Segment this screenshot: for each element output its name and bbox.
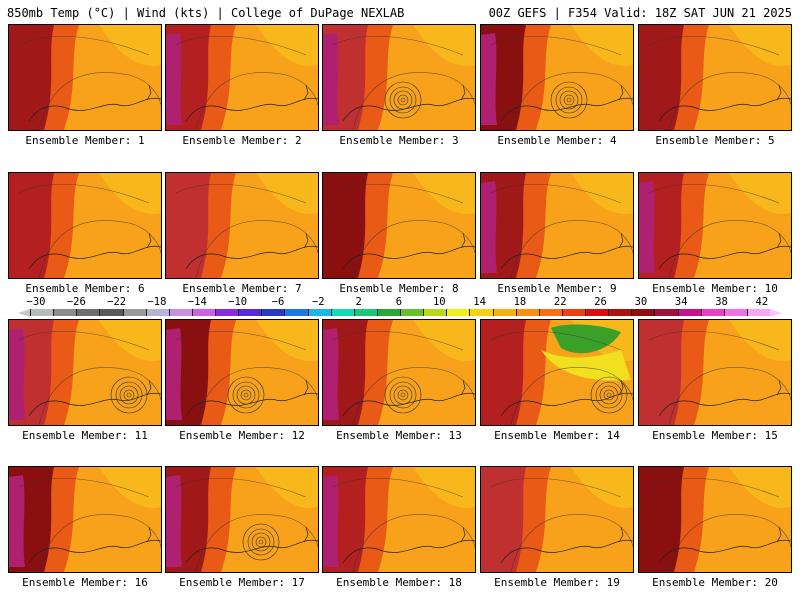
ensemble-member-label: Ensemble Member: 6	[25, 282, 145, 295]
colorbar-swatch	[677, 309, 701, 316]
colorbar-swatch	[515, 309, 539, 316]
colorbar-swatch	[423, 309, 447, 316]
ensemble-member-label: Ensemble Member: 7	[182, 282, 302, 295]
ensemble-member-map	[8, 172, 162, 279]
ensemble-member-map	[165, 466, 319, 573]
ensemble-member-map	[480, 172, 634, 279]
colorbar-swatch	[122, 309, 146, 316]
colorbar-tick-label: −14	[187, 296, 207, 308]
colorbar-swatch	[261, 309, 285, 316]
colorbar-swatch	[654, 309, 678, 316]
ensemble-member-label: Ensemble Member: 11	[22, 429, 148, 442]
ensemble-member-label: Ensemble Member: 10	[652, 282, 778, 295]
colorbar-tick-label: −6	[271, 296, 285, 308]
ensemble-member-label: Ensemble Member: 12	[179, 429, 305, 442]
colorbar-swatch	[608, 309, 632, 316]
ensemble-member-map	[322, 24, 476, 131]
colorbar-swatch	[585, 309, 609, 316]
ensemble-member-label: Ensemble Member: 2	[182, 134, 302, 147]
colorbar-swatch	[168, 309, 192, 316]
colorbar-tick-label: 22	[553, 296, 567, 308]
ensemble-member-label: Ensemble Member: 17	[179, 576, 305, 589]
map-title: 850mb Temp (°C) | Wind (kts) | College o…	[7, 6, 405, 20]
colorbar-tick-label: 38	[715, 296, 728, 308]
colorbar-tick-label: 14	[473, 296, 486, 308]
ensemble-member-label: Ensemble Member: 13	[336, 429, 462, 442]
ensemble-member-map	[165, 24, 319, 131]
colorbar-tick-label: 2	[355, 296, 362, 308]
colorbar-swatch	[53, 309, 77, 316]
colorbar-swatch	[446, 309, 470, 316]
ensemble-member-label: Ensemble Member: 4	[497, 134, 617, 147]
ensemble-member-label: Ensemble Member: 1	[25, 134, 145, 147]
colorbar-tick-label: 42	[755, 296, 769, 308]
colorbar-tick-label: 34	[674, 296, 688, 308]
colorbar-swatch	[631, 309, 655, 316]
colorbar-swatch	[307, 309, 331, 316]
ensemble-member-map	[638, 172, 792, 279]
ensemble-member-label: Ensemble Member: 3	[339, 134, 459, 147]
ensemble-member-label: Ensemble Member: 9	[497, 282, 617, 295]
ensemble-member-map	[322, 172, 476, 279]
colorbar-tick-label: 10	[432, 296, 446, 308]
ensemble-member-map	[480, 466, 634, 573]
colorbar-tick-label: −26	[66, 296, 86, 308]
colorbar-swatch	[284, 309, 308, 316]
colorbar-tick-label: −2	[311, 296, 325, 308]
ensemble-member-label: Ensemble Member: 19	[494, 576, 620, 589]
colorbar-tick-label: 18	[513, 296, 527, 308]
colorbar-swatch	[469, 309, 493, 316]
ensemble-member-map	[638, 319, 792, 426]
ensemble-member-label: Ensemble Member: 20	[652, 576, 778, 589]
colorbar-swatch	[145, 309, 169, 316]
colorbar-left-arrow	[18, 309, 30, 317]
colorbar-swatch	[353, 309, 377, 316]
ensemble-member-map	[165, 172, 319, 279]
ensemble-member-label: Ensemble Member: 8	[339, 282, 459, 295]
colorbar-tick-label: −22	[107, 296, 127, 308]
colorbar-swatch	[238, 309, 262, 316]
ensemble-member-map	[480, 24, 634, 131]
ensemble-member-map	[322, 319, 476, 426]
colorbar-swatch	[30, 309, 54, 316]
ensemble-member-map	[638, 466, 792, 573]
ensemble-member-label: Ensemble Member: 5	[655, 134, 775, 147]
colorbar-swatch	[700, 309, 724, 316]
colorbar-swatch	[330, 309, 354, 316]
ensemble-member-label: Ensemble Member: 15	[652, 429, 778, 442]
ensemble-member-map	[638, 24, 792, 131]
colorbar-swatch	[538, 309, 562, 316]
colorbar-right-arrow	[770, 309, 782, 317]
colorbar-swatch	[723, 309, 747, 316]
valid-time: 00Z GEFS | F354 Valid: 18Z SAT JUN 21 20…	[488, 6, 792, 20]
colorbar-swatch	[99, 309, 123, 316]
colorbar-swatch	[215, 309, 239, 316]
colorbar-swatch	[400, 309, 424, 316]
ensemble-member-label: Ensemble Member: 14	[494, 429, 620, 442]
colorbar-tick-label: −18	[147, 296, 167, 308]
ensemble-member-map	[8, 319, 162, 426]
ensemble-member-map	[322, 466, 476, 573]
ensemble-member-map	[165, 319, 319, 426]
colorbar-tick-label: 26	[594, 296, 607, 308]
colorbar-swatch	[76, 309, 100, 316]
temperature-colorbar: −30 −26 −22 −18 −14 −10 −6 −2 2 6 10 14 18 22 26 30 34 38…	[0, 296, 800, 318]
colorbar-tick-label: 6	[395, 296, 403, 308]
ensemble-member-map	[8, 466, 162, 573]
colorbar-tick-label: −10	[228, 296, 248, 308]
colorbar-tick-label: 30	[634, 296, 648, 308]
colorbar-swatch	[376, 309, 400, 316]
ensemble-member-label: Ensemble Member: 16	[22, 576, 148, 589]
colorbar-swatch	[492, 309, 516, 316]
colorbar-tick-label: −30	[26, 296, 46, 308]
ensemble-member-label: Ensemble Member: 18	[336, 576, 462, 589]
ensemble-member-map	[480, 319, 634, 426]
ensemble-member-map	[8, 24, 162, 131]
colorbar-swatch	[746, 309, 770, 316]
colorbar-swatch	[191, 309, 215, 316]
colorbar-swatch	[561, 309, 585, 316]
